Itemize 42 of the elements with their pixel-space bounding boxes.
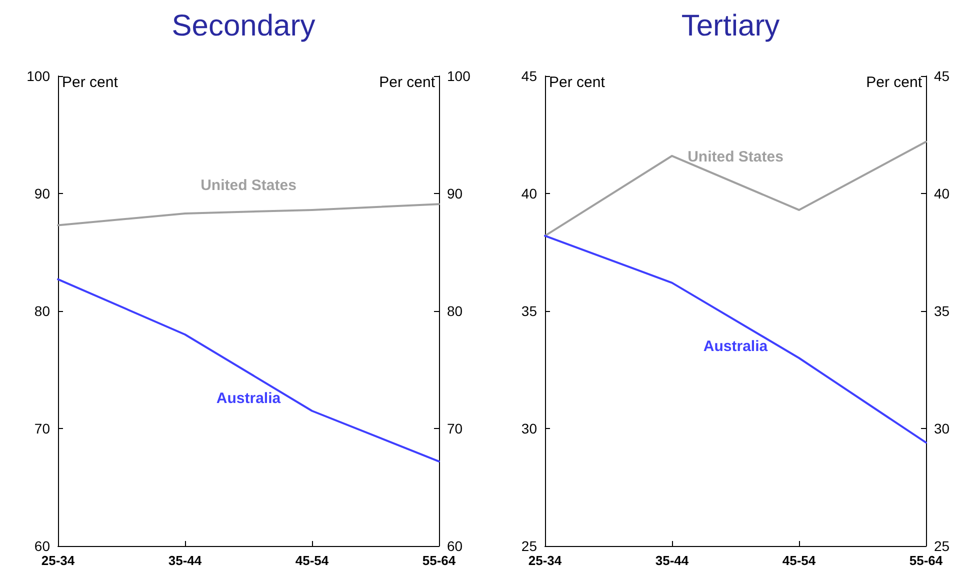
y-tick-label: 25: [521, 538, 538, 554]
y-tick-label: 45: [521, 68, 538, 84]
x-tick-label: 45-54: [782, 553, 816, 568]
y2-axis-title: Per cent: [379, 74, 436, 91]
series-label: Australia: [216, 390, 282, 408]
y-tick-label: 40: [521, 186, 538, 202]
y-tick-label: 70: [34, 420, 50, 436]
x-tick-label: 55-64: [909, 553, 944, 568]
y-axis-title: Per cent: [549, 74, 606, 91]
line-series: [544, 140, 927, 237]
x-tick-label: 35-44: [168, 553, 202, 568]
y-tick-label: 80: [34, 303, 50, 319]
y2-tick-label: 70: [447, 420, 463, 436]
y2-tick-label: 60: [447, 538, 463, 554]
chart-title: Tertiary: [681, 10, 780, 42]
y2-tick-label: 40: [934, 186, 950, 202]
y-tick-label: 30: [521, 420, 538, 436]
x-tick-label: 45-54: [295, 553, 330, 568]
x-tick-label: 55-64: [422, 553, 456, 568]
y2-tick-label: 30: [934, 420, 950, 436]
y2-tick-label: 90: [447, 186, 463, 202]
chart-title: Secondary: [172, 10, 316, 42]
y2-axis-title: Per cent: [866, 74, 923, 91]
y-tick-label: 60: [34, 538, 50, 554]
series-label: United States: [688, 148, 784, 166]
x-tick-label: 25-34: [528, 553, 562, 568]
y-tick-label: 100: [26, 68, 50, 84]
y2-tick-label: 25: [934, 538, 950, 554]
y-tick-label: 90: [34, 186, 50, 202]
x-tick-label: 35-44: [655, 553, 690, 568]
y-axis-title: Per cent: [62, 74, 119, 91]
series-label: United States: [200, 177, 296, 194]
y2-tick-label: 100: [447, 68, 471, 84]
line-series: [544, 234, 927, 444]
y2-tick-label: 80: [447, 303, 463, 319]
line-series: [57, 203, 440, 226]
line-series: [57, 278, 440, 462]
y-tick-label: 35: [521, 303, 538, 319]
y2-tick-label: 35: [934, 303, 950, 319]
x-tick-label: 25-34: [41, 553, 76, 568]
series-label: Australia: [703, 338, 768, 355]
y2-tick-label: 45: [934, 68, 950, 84]
